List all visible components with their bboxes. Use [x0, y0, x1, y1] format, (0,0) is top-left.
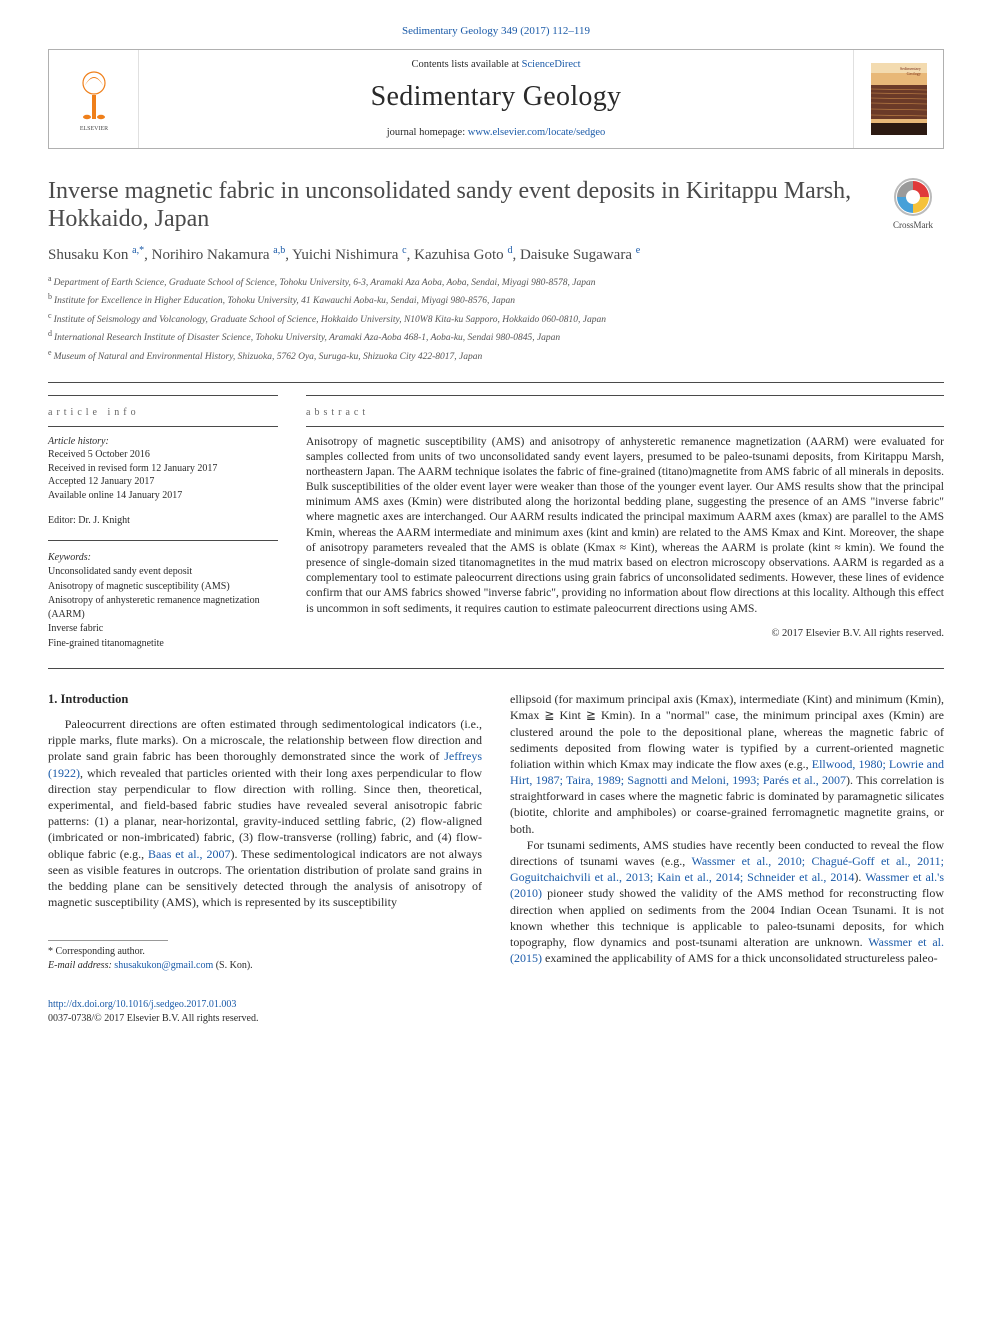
masthead-center: Contents lists available at ScienceDirec…	[139, 50, 853, 148]
history-line: Received in revised form 12 January 2017	[48, 462, 278, 476]
affiliation-list: aDepartment of Earth Science, Graduate S…	[48, 273, 866, 364]
editor-line: Editor: Dr. J. Knight	[48, 514, 278, 528]
history-label: Article history:	[48, 435, 278, 449]
contents-prefix: Contents lists available at	[411, 59, 521, 70]
author: Daisuke Sugawara e	[520, 247, 640, 263]
abstract-copyright: © 2017 Elsevier B.V. All rights reserved…	[306, 627, 944, 641]
article-info-heading: article info	[48, 406, 278, 420]
journal-cover-cell: Sedimentary Geology	[853, 50, 943, 148]
page-footer: http://dx.doi.org/10.1016/j.sedgeo.2017.…	[48, 998, 944, 1025]
keyword: Anisotropy of anhysteretic remanence mag…	[48, 594, 278, 621]
citation-link[interactable]: Baas et al., 2007	[148, 847, 230, 861]
keyword: Inverse fabric	[48, 622, 278, 636]
abstract-heading: abstract	[306, 406, 944, 420]
journal-homepage-link[interactable]: www.elsevier.com/locate/sedgeo	[468, 127, 606, 138]
history-line: Received 5 October 2016	[48, 448, 278, 462]
body-paragraph: ellipsoid (for maximum principal axis (K…	[510, 691, 944, 837]
svg-text:ELSEVIER: ELSEVIER	[79, 126, 107, 132]
affiliation: cInstitute of Seismology and Volcanology…	[48, 310, 866, 327]
sciencedirect-link[interactable]: ScienceDirect	[522, 59, 581, 70]
crossmark-icon	[893, 177, 933, 217]
corr-who: (S. Kon).	[216, 960, 253, 971]
affiliation: bInstitute for Excellence in Higher Educ…	[48, 291, 866, 308]
issue-citation-link[interactable]: Sedimentary Geology 349 (2017) 112–119	[402, 25, 590, 37]
journal-cover-icon: Sedimentary Geology	[871, 63, 927, 135]
author-affiliation-link[interactable]: e	[636, 245, 640, 256]
elsevier-logo-icon: ELSEVIER	[66, 65, 122, 133]
author-affiliation-link[interactable]: c	[402, 245, 406, 256]
keywords-label: Keywords:	[48, 551, 278, 565]
journal-masthead: ELSEVIER Contents lists available at Sci…	[48, 49, 944, 149]
crossmark-badge[interactable]: CrossMark	[882, 177, 944, 231]
corr-label: * Corresponding author.	[48, 945, 482, 959]
affiliation: eMuseum of Natural and Environmental His…	[48, 347, 866, 364]
affiliation: dInternational Research Institute of Dis…	[48, 328, 866, 345]
divider-rule	[48, 668, 944, 669]
journal-homepage: journal homepage: www.elsevier.com/locat…	[139, 126, 853, 140]
history-line: Available online 14 January 2017	[48, 489, 278, 503]
keywords-list: Unconsolidated sandy event depositAnisot…	[48, 565, 278, 650]
issn-copyright: 0037-0738/© 2017 Elsevier B.V. All right…	[48, 1012, 944, 1026]
body-paragraph: Paleocurrent directions are often estima…	[48, 716, 482, 910]
author-list: Shusaku Kon a,*, Norihiro Nakamura a,b, …	[48, 244, 866, 265]
keyword: Fine-grained titanomagnetite	[48, 637, 278, 651]
author-affiliation-link[interactable]: a,b	[273, 245, 285, 256]
corr-email-link[interactable]: shusakukon@gmail.com	[114, 960, 213, 971]
body-paragraph: For tsunami sediments, AMS studies have …	[510, 837, 944, 967]
author: Norihiro Nakamura a,b	[152, 247, 286, 263]
affiliation: aDepartment of Earth Science, Graduate S…	[48, 273, 866, 290]
keyword: Unconsolidated sandy event deposit	[48, 565, 278, 579]
running-header: Sedimentary Geology 349 (2017) 112–119	[48, 24, 944, 39]
author: Shusaku Kon a,*	[48, 247, 144, 263]
section-heading: 1. Introduction	[48, 691, 482, 708]
crossmark-label: CrossMark	[893, 220, 933, 230]
history-lines: Received 5 October 2016Received in revis…	[48, 448, 278, 502]
svg-text:Geology: Geology	[906, 71, 921, 76]
email-label: E-mail address:	[48, 960, 112, 971]
corresponding-footnote: * Corresponding author. E-mail address: …	[48, 945, 482, 972]
history-line: Accepted 12 January 2017	[48, 475, 278, 489]
contents-available: Contents lists available at ScienceDirec…	[139, 58, 853, 72]
author: Yuichi Nishimura c	[292, 247, 406, 263]
abstract-text: Anisotropy of magnetic susceptibility (A…	[306, 435, 944, 617]
author: Kazuhisa Goto d	[414, 247, 512, 263]
keyword: Anisotropy of magnetic susceptibility (A…	[48, 580, 278, 594]
journal-title: Sedimentary Geology	[139, 78, 853, 116]
homepage-prefix: journal homepage:	[387, 127, 468, 138]
article-info-column: article info Article history: Received 5…	[48, 383, 278, 650]
author-affiliation-link[interactable]: d	[507, 245, 512, 256]
publisher-logo-cell: ELSEVIER	[49, 50, 139, 148]
article-body: 1. Introduction Paleocurrent directions …	[48, 691, 944, 972]
author-affiliation-link[interactable]: a,*	[132, 245, 144, 256]
abstract-column: abstract Anisotropy of magnetic suscepti…	[306, 383, 944, 650]
article-title: Inverse magnetic fabric in unconsolidate…	[48, 177, 866, 234]
doi-link[interactable]: http://dx.doi.org/10.1016/j.sedgeo.2017.…	[48, 999, 236, 1010]
footnote-rule	[48, 940, 168, 941]
